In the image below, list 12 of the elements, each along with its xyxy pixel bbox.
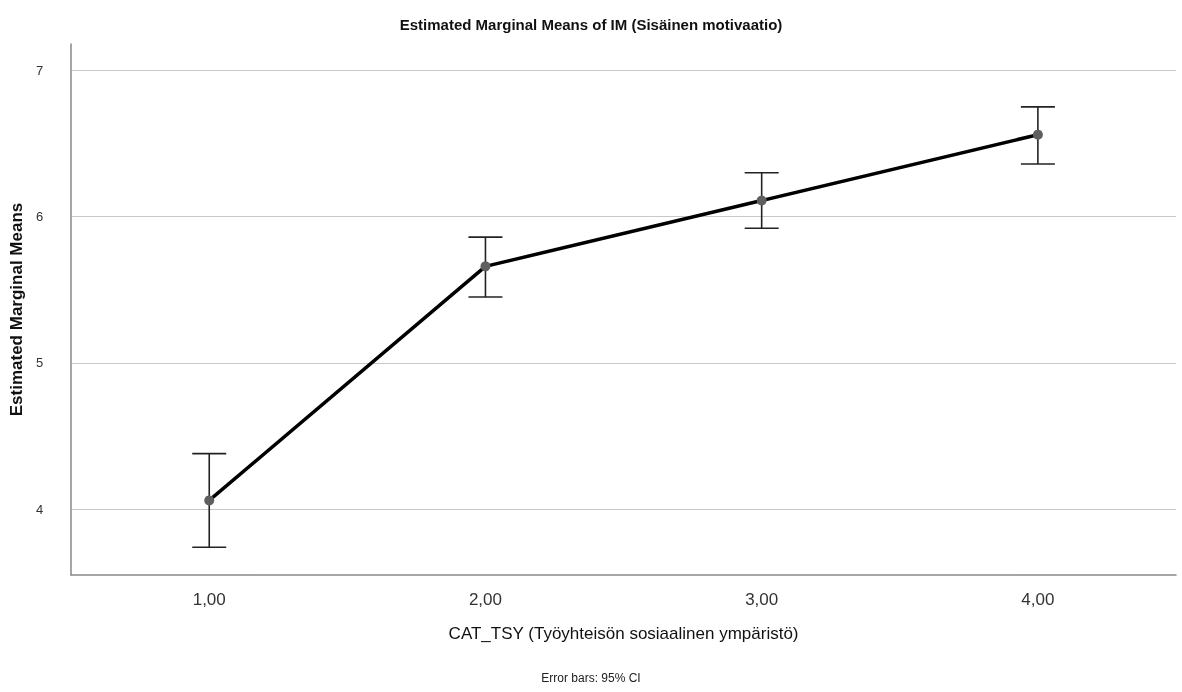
x-axis-title: CAT_TSY (Työyhteisön sosiaalinen ympäristö) xyxy=(448,624,799,643)
y-tick-label: 6 xyxy=(35,209,44,225)
x-tick-label: 1,00 xyxy=(192,590,226,609)
x-tick-label: 2,00 xyxy=(468,590,502,609)
x-tick-label: 3,00 xyxy=(745,590,779,609)
text: Error bars: 95% CI xyxy=(541,671,641,685)
y-tick-label: 5 xyxy=(35,355,44,371)
y-tick-label: 7 xyxy=(35,62,44,78)
y-axis-title: Estimated Marginal Means xyxy=(7,202,26,417)
y-tick-label: 4 xyxy=(35,501,44,517)
x-tick-label: 4,00 xyxy=(1021,590,1055,609)
chart-title: Estimated Marginal Means of IM (Sisäinen motivaatio) xyxy=(399,16,783,33)
